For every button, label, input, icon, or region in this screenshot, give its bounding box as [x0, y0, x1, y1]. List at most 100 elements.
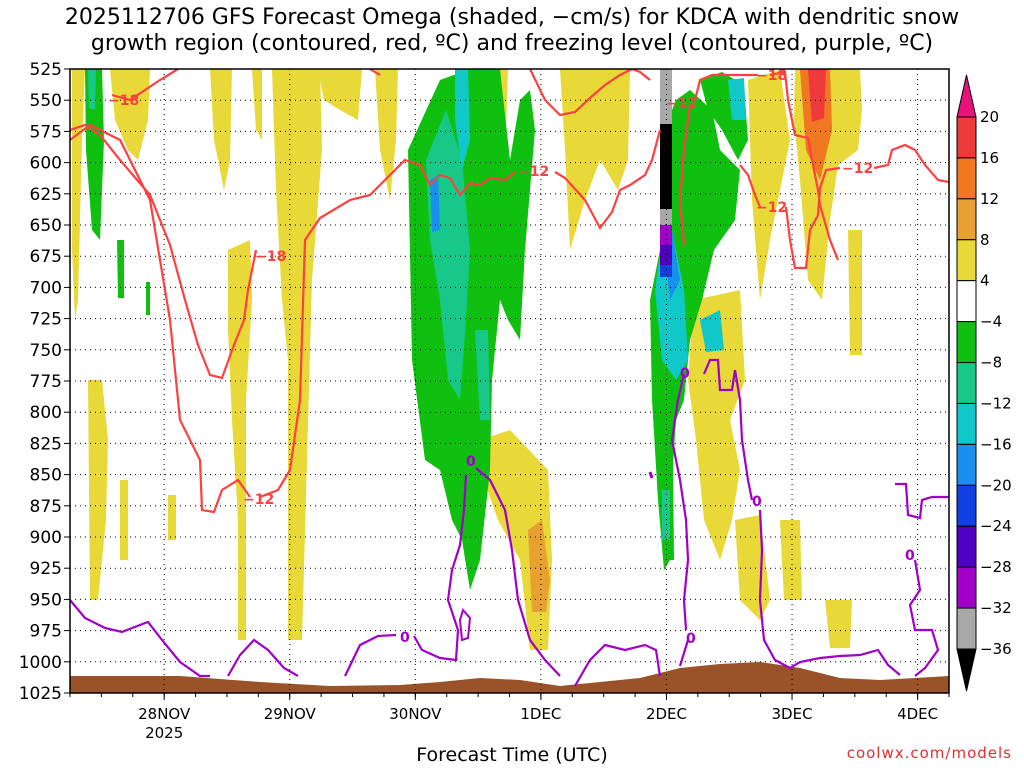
colorbar-tick-label: 12	[980, 190, 999, 208]
y-tick-label: 975	[30, 622, 62, 642]
colorbar-tick-label: −8	[980, 354, 1002, 372]
contour-line-zero	[413, 474, 468, 662]
contour-label: −12	[756, 200, 787, 216]
omega-region	[660, 124, 672, 209]
contour-line-minus12	[554, 129, 662, 231]
omega-region	[455, 69, 470, 170]
colorbar-segment	[956, 362, 977, 404]
omega-region	[475, 330, 490, 420]
contour-line-zero	[227, 638, 299, 677]
ground-terrain	[70, 662, 949, 693]
colorbar-segment	[956, 402, 977, 445]
y-tick-label: 725	[30, 310, 62, 330]
omega-region	[825, 600, 852, 648]
y-tick-label: 875	[30, 497, 62, 517]
colorbar-segment	[956, 280, 977, 323]
contour-label: −12	[842, 161, 873, 177]
contour-label: −18	[255, 249, 286, 265]
colorbar-segment	[956, 321, 977, 364]
y-tick-label: 675	[30, 247, 62, 267]
colorbar-segment	[956, 239, 977, 282]
omega-region	[117, 240, 124, 298]
omega-region	[660, 69, 672, 124]
x-tick-label: 29NOV	[264, 705, 317, 723]
contour-line-zero	[895, 482, 949, 520]
contour-line-zero	[574, 643, 662, 687]
omega-region	[252, 69, 262, 140]
contour-label: 0	[680, 366, 690, 382]
y-tick-label: 925	[30, 559, 62, 579]
colorbar-tick-label: −12	[980, 394, 1012, 412]
omega-region	[210, 69, 232, 190]
omega-region	[660, 209, 672, 225]
y-tick-label: 600	[30, 154, 62, 174]
colorbar-tick-label: 4	[980, 272, 990, 290]
contour-label: 0	[466, 454, 476, 470]
colorbar-tick-label: −28	[980, 558, 1012, 576]
x-axis-title: Forecast Time (UTC)	[416, 744, 608, 766]
y-tick-label: 750	[30, 341, 62, 361]
contour-label: 0	[400, 630, 410, 646]
omega-region	[528, 520, 550, 612]
colorbar-segment	[956, 525, 977, 568]
x-tick-label: 28NOV	[138, 705, 191, 723]
colorbar-arrow-top	[956, 74, 977, 118]
contour-line-zero	[70, 599, 210, 678]
colorbar-segment	[956, 443, 977, 486]
omega-region	[228, 240, 252, 640]
colorbar-segment	[956, 484, 977, 527]
colorbar-tick-label: −16	[980, 435, 1012, 453]
omega-region	[110, 69, 150, 160]
contour-line-minus12	[784, 166, 841, 270]
contour-line-zero	[758, 509, 901, 676]
contours	[70, 69, 949, 687]
omega-region	[688, 290, 745, 560]
colorbar-segment	[956, 566, 977, 609]
contour-line-minus18	[70, 123, 258, 380]
colorbar-segment	[956, 157, 977, 200]
contour-line-zero	[678, 639, 690, 667]
contour-line-minus12	[259, 158, 516, 499]
omega-region	[728, 78, 746, 120]
y-tick-label: 1025	[19, 684, 62, 704]
shaded-omega-field	[70, 69, 949, 693]
y-tick-label: 700	[30, 278, 62, 298]
colorbar: 20 16 12 8 4 −4 −8 −12 −16 −20 −24 −28 −32 −36	[956, 74, 1012, 692]
x-tick-sublabel: 2025	[145, 724, 183, 742]
colorbar-tick-label: −32	[980, 599, 1012, 617]
omega-region	[120, 480, 128, 560]
colorbar-tick-label: −4	[980, 313, 1002, 331]
contour-line-zero	[670, 373, 690, 631]
chart-title-line-2: growth region (contoured, red, ºC) and f…	[90, 31, 934, 56]
contour-line-zero	[908, 559, 940, 677]
y-tick-label: 775	[30, 372, 62, 392]
y-tick-label: 900	[30, 528, 62, 548]
omega-region	[430, 175, 440, 232]
omega-region	[146, 282, 150, 315]
contour-line-minus12	[739, 164, 762, 208]
omega-region	[848, 230, 862, 355]
colorbar-tick-label: 20	[980, 108, 999, 126]
y-tick-label: 825	[30, 434, 62, 454]
y-tick-label: 850	[30, 466, 62, 486]
omega-region	[88, 69, 96, 110]
omega-region	[660, 265, 672, 277]
colorbar-tick-label: −20	[980, 476, 1012, 494]
contour-line-zero	[475, 467, 561, 677]
contour-line-zero	[702, 358, 754, 501]
contour-label: 0	[686, 631, 696, 647]
x-tick-label: 30NOV	[389, 705, 442, 723]
omega-region	[808, 69, 826, 122]
credit-link[interactable]: coolwx.com/models	[846, 744, 1012, 762]
contour-line-zero	[648, 471, 654, 479]
omega-region	[85, 69, 104, 240]
omega-region	[780, 520, 802, 600]
y-tick-label: 625	[30, 185, 62, 205]
contour-label: −12	[243, 492, 274, 508]
omega-region	[748, 70, 790, 300]
colorbar-tick-label: −24	[980, 517, 1012, 535]
grid-lines	[70, 69, 949, 693]
contour-labels: −18 −18 −12 −12 −12 −18 −12 −12 0 0 0 0 …	[108, 68, 915, 647]
